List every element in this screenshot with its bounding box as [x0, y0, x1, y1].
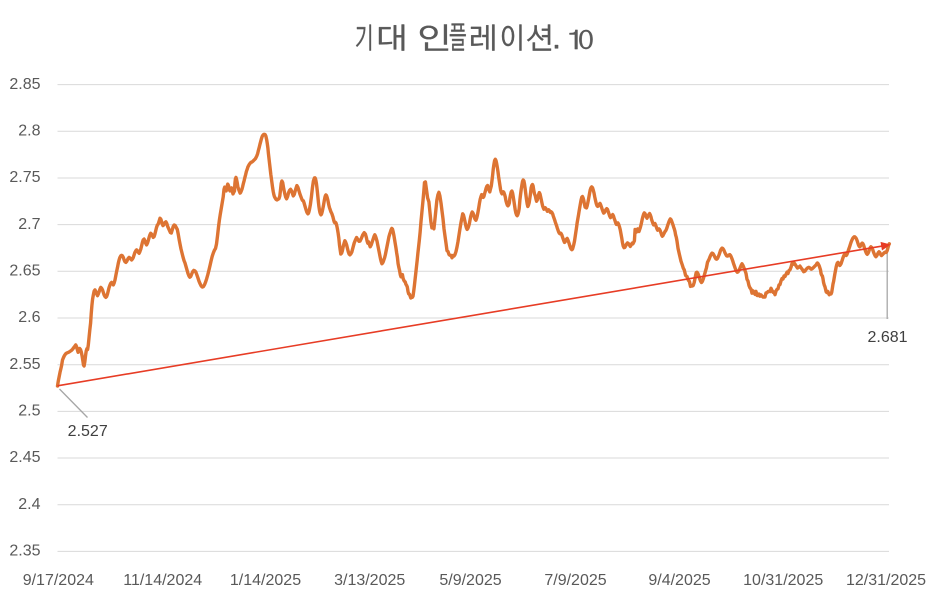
svg-text:2.45: 2.45	[9, 449, 40, 466]
svg-text:7/9/2025: 7/9/2025	[544, 572, 606, 589]
svg-text:2.5: 2.5	[18, 403, 40, 420]
svg-text:2.8: 2.8	[18, 123, 40, 140]
svg-text:2.55: 2.55	[9, 356, 40, 373]
svg-text:12/31/2025: 12/31/2025	[846, 572, 926, 589]
svg-text:2.681: 2.681	[867, 329, 907, 346]
svg-text:9/4/2025: 9/4/2025	[648, 572, 710, 589]
svg-text:10/31/2025: 10/31/2025	[743, 572, 823, 589]
svg-text:2.7: 2.7	[18, 216, 40, 233]
svg-text:2.65: 2.65	[9, 263, 40, 280]
svg-text:1/14/2025: 1/14/2025	[230, 572, 301, 589]
svg-text:9/17/2024: 9/17/2024	[23, 572, 94, 589]
svg-text:5/9/2025: 5/9/2025	[439, 572, 501, 589]
svg-text:11/14/2024: 11/14/2024	[123, 572, 202, 589]
svg-text:2.85: 2.85	[9, 76, 40, 93]
svg-text:2.6: 2.6	[18, 309, 40, 326]
svg-text:2.4: 2.4	[18, 496, 40, 513]
svg-text:2.527: 2.527	[68, 423, 108, 440]
svg-text:2.35: 2.35	[9, 543, 40, 560]
svg-text:3/13/2025: 3/13/2025	[334, 572, 405, 589]
svg-text:2.75: 2.75	[9, 169, 40, 186]
